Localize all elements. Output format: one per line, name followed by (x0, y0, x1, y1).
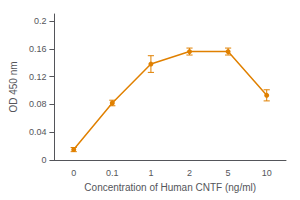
svg-text:0.2: 0.2 (34, 16, 47, 26)
svg-text:1: 1 (148, 168, 153, 178)
svg-text:0: 0 (41, 155, 46, 165)
svg-text:0: 0 (71, 168, 76, 178)
svg-text:0.12: 0.12 (29, 72, 47, 82)
svg-text:0.1: 0.1 (106, 168, 119, 178)
svg-text:10: 10 (262, 168, 272, 178)
svg-text:0.04: 0.04 (29, 127, 47, 137)
svg-text:0.08: 0.08 (29, 99, 47, 109)
svg-text:2: 2 (187, 168, 192, 178)
svg-text:OD 450 nm: OD 450 nm (8, 61, 19, 112)
svg-text:Concentration of Human CNTF (n: Concentration of Human CNTF (ng/ml) (84, 182, 256, 193)
svg-text:5: 5 (226, 168, 231, 178)
svg-text:0.16: 0.16 (29, 44, 47, 54)
